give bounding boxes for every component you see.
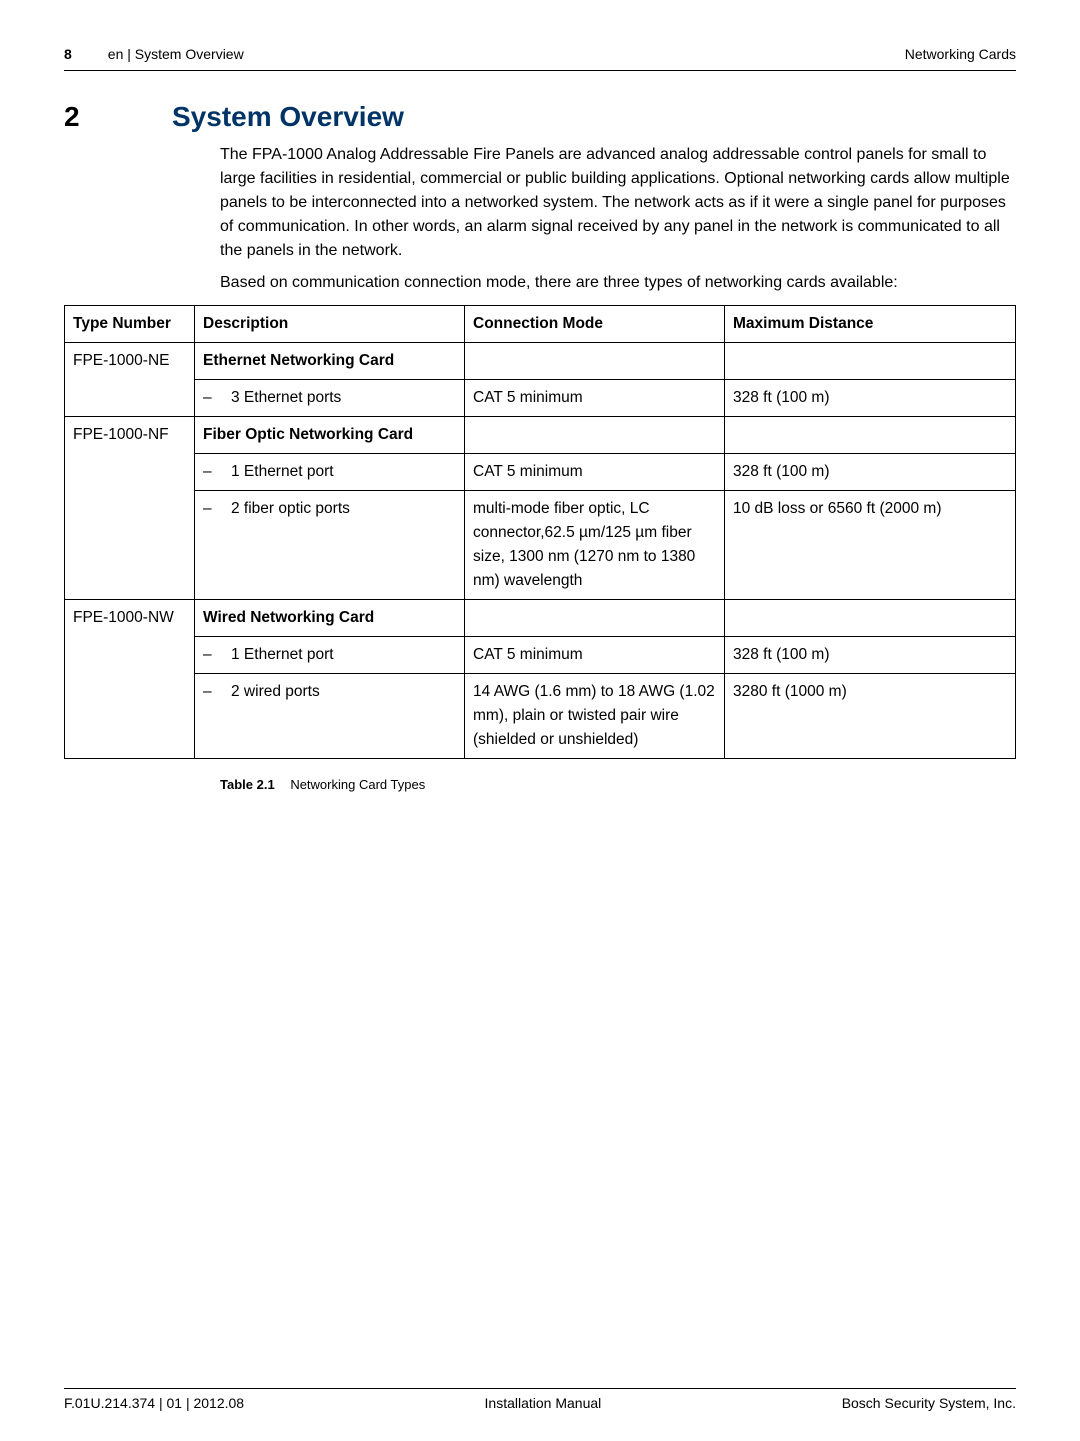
cell-empty [725, 343, 1016, 380]
footer-right: Bosch Security System, Inc. [842, 1395, 1016, 1411]
cell-empty [725, 600, 1016, 637]
cell-max-distance: 328 ft (100 m) [725, 637, 1016, 674]
cell-empty [465, 600, 725, 637]
description-text: 2 fiber optic ports [231, 497, 350, 521]
cell-description: –2 fiber optic ports [195, 491, 465, 600]
page-number: 8 [64, 46, 72, 62]
table-group-header: FPE-1000-NWWired Networking Card [65, 600, 1016, 637]
breadcrumb: en | System Overview [108, 46, 244, 62]
table-group-header: FPE-1000-NEEthernet Networking Card [65, 343, 1016, 380]
table-group-header: FPE-1000-NFFiber Optic Networking Card [65, 417, 1016, 454]
cell-card-name: Fiber Optic Networking Card [195, 417, 465, 454]
bullet-dash: – [203, 643, 231, 667]
description-text: 1 Ethernet port [231, 643, 334, 667]
cell-empty [725, 417, 1016, 454]
table-row: –1 Ethernet portCAT 5 minimum328 ft (100… [65, 454, 1016, 491]
description-text: 2 wired ports [231, 680, 320, 704]
description-text: 1 Ethernet port [231, 460, 334, 484]
col-type-number: Type Number [65, 306, 195, 343]
table-row: –2 wired ports14 AWG (1.6 mm) to 18 AWG … [65, 674, 1016, 759]
cell-connection-mode: CAT 5 minimum [465, 454, 725, 491]
table-row: –3 Ethernet portsCAT 5 minimum328 ft (10… [65, 380, 1016, 417]
table-header-row: Type Number Description Connection Mode … [65, 306, 1016, 343]
cell-empty [465, 417, 725, 454]
bullet-dash: – [203, 680, 231, 704]
col-description: Description [195, 306, 465, 343]
cell-max-distance: 10 dB loss or 6560 ft (2000 m) [725, 491, 1016, 600]
cell-card-name: Ethernet Networking Card [195, 343, 465, 380]
cell-max-distance: 328 ft (100 m) [725, 454, 1016, 491]
networking-card-table: Type Number Description Connection Mode … [64, 305, 1016, 759]
cell-connection-mode: 14 AWG (1.6 mm) to 18 AWG (1.02 mm), pla… [465, 674, 725, 759]
footer-left: F.01U.214.374 | 01 | 2012.08 [64, 1395, 244, 1411]
cell-type-number: FPE-1000-NF [65, 417, 195, 600]
cell-description: –1 Ethernet port [195, 454, 465, 491]
chapter-number: 2 [64, 101, 82, 133]
cell-empty [465, 343, 725, 380]
cell-connection-mode: multi-mode fiber optic, LC connector,62.… [465, 491, 725, 600]
description-text: 3 Ethernet ports [231, 386, 341, 410]
cell-connection-mode: CAT 5 minimum [465, 380, 725, 417]
bullet-dash: – [203, 460, 231, 484]
cell-card-name: Wired Networking Card [195, 600, 465, 637]
intro-paragraph-2: Based on communication connection mode, … [220, 271, 1016, 295]
cell-type-number: FPE-1000-NE [65, 343, 195, 417]
table-row: –2 fiber optic portsmulti-mode fiber opt… [65, 491, 1016, 600]
cell-description: –1 Ethernet port [195, 637, 465, 674]
cell-description: –3 Ethernet ports [195, 380, 465, 417]
cell-description: –2 wired ports [195, 674, 465, 759]
table-caption: Table 2.1 Networking Card Types [220, 777, 1016, 792]
intro-paragraph-1: The FPA-1000 Analog Addressable Fire Pan… [220, 143, 1016, 263]
cell-type-number: FPE-1000-NW [65, 600, 195, 759]
table-row: –1 Ethernet portCAT 5 minimum328 ft (100… [65, 637, 1016, 674]
page-title: System Overview [172, 101, 404, 133]
table-caption-text: Networking Card Types [290, 777, 425, 792]
table-caption-label: Table 2.1 [220, 777, 275, 792]
col-max-distance: Maximum Distance [725, 306, 1016, 343]
col-connection-mode: Connection Mode [465, 306, 725, 343]
footer-center: Installation Manual [485, 1395, 602, 1411]
page-header: 8 en | System Overview Networking Cards [64, 46, 1016, 68]
bullet-dash: – [203, 386, 231, 410]
page-footer: F.01U.214.374 | 01 | 2012.08 Installatio… [64, 1388, 1016, 1411]
header-right: Networking Cards [905, 46, 1016, 62]
bullet-dash: – [203, 497, 231, 521]
cell-connection-mode: CAT 5 minimum [465, 637, 725, 674]
cell-max-distance: 3280 ft (1000 m) [725, 674, 1016, 759]
cell-max-distance: 328 ft (100 m) [725, 380, 1016, 417]
